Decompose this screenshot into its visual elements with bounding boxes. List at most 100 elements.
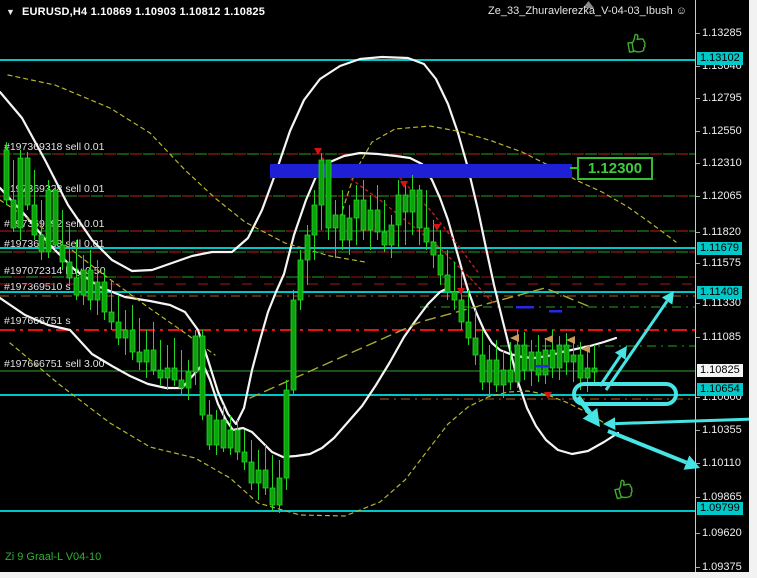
ea-indicator-label: Ze_33_Zhuravlerezka_V-04-03_Ibush ☺ xyxy=(488,5,687,17)
sell-signal-icon xyxy=(314,148,322,155)
order-label: #197369318 sell 0.01 xyxy=(4,141,105,153)
candle-body xyxy=(248,461,255,484)
signal-wedge-icon xyxy=(566,336,575,344)
candle-body xyxy=(591,367,598,373)
candle-body xyxy=(255,469,262,484)
axis-price-label: 1.12065 xyxy=(696,190,742,202)
candle-body xyxy=(108,311,115,323)
axis-price-label: 1.11330 xyxy=(696,297,741,309)
candle-body xyxy=(360,199,367,231)
candle-body xyxy=(388,224,395,246)
axis-price-label: 1.11679 xyxy=(697,242,742,255)
candle-body xyxy=(423,227,430,243)
candle-body xyxy=(395,194,402,226)
symbol-ohlc-title: EURUSD,H4 1.10869 1.10903 1.10812 1.1082… xyxy=(22,6,266,18)
candle-body xyxy=(178,379,185,389)
axis-price-label: 1.11085 xyxy=(696,331,741,343)
indicator-signature: Zi 9 Graal-L V04-10 xyxy=(5,551,102,563)
chart-titlebar: ▼ EURUSD,H4 1.10869 1.10903 1.10812 1.10… xyxy=(0,0,695,26)
sell-signal-icon xyxy=(433,224,441,231)
candle-body xyxy=(549,349,556,369)
trend-arrow-head[interactable] xyxy=(614,346,627,360)
price-axis[interactable]: 1.13285 1.13102 1.13040 1.12795 1.12550 1.123… xyxy=(695,0,750,573)
candle-body xyxy=(465,321,472,339)
candle-body xyxy=(374,209,381,233)
order-label: #197369510 s xyxy=(4,281,71,293)
axis-price-label: 1.13285 xyxy=(696,27,742,39)
blue-dash-marker xyxy=(516,306,534,309)
axis-price-label: 1.10355 xyxy=(696,424,742,436)
candle-body xyxy=(451,291,458,301)
candle-body xyxy=(199,335,206,416)
candle-body xyxy=(206,414,213,446)
candle-body xyxy=(577,354,584,379)
trend-arrow-head[interactable] xyxy=(661,291,674,305)
sell-signal-icon xyxy=(544,392,552,399)
trendline-red-dotted-1 xyxy=(321,157,496,306)
candle-body xyxy=(185,371,192,389)
candle-body xyxy=(521,344,528,371)
candle-body xyxy=(444,274,451,293)
candle-body xyxy=(528,351,535,371)
signal-wedge-icon xyxy=(581,345,590,353)
candle-body xyxy=(262,469,269,489)
candle-body xyxy=(318,159,325,206)
candle-body xyxy=(241,451,248,463)
candle-body xyxy=(171,367,178,381)
axis-price-label: 1.10110 xyxy=(696,457,741,469)
sell-signal-icon xyxy=(457,288,465,295)
candle-body xyxy=(332,214,339,229)
candle-body xyxy=(73,277,80,296)
candle-body xyxy=(437,254,444,276)
candle-body xyxy=(381,231,388,246)
band-yellow-dome xyxy=(339,125,677,243)
candle-body xyxy=(143,349,150,363)
axis-price-label: 1.12310 xyxy=(696,157,742,169)
candlestick-series xyxy=(3,142,598,513)
axis-price-label: 1.11820 xyxy=(696,226,741,238)
axis-price-label: 1.09799 xyxy=(697,502,743,515)
candle-body xyxy=(234,429,241,453)
trend-arrow[interactable] xyxy=(607,429,688,465)
thumbs-up-icon xyxy=(614,479,633,500)
candle-body xyxy=(535,351,542,376)
axis-price-label: 1.13102 xyxy=(697,52,743,65)
trend-arrow[interactable] xyxy=(604,300,669,391)
candle-body xyxy=(507,369,514,383)
price-level-tag[interactable]: 1.12300 xyxy=(571,157,653,180)
candle-body xyxy=(563,344,570,363)
thumbs-up-icon xyxy=(627,33,646,53)
candle-body xyxy=(24,157,31,206)
trend-arrow[interactable] xyxy=(575,395,592,415)
axis-price-label: 1.11575 xyxy=(696,257,741,269)
highlight-oval[interactable] xyxy=(572,382,678,406)
trend-arrow[interactable] xyxy=(598,355,622,387)
band-yellow-upper-left xyxy=(7,74,366,263)
candle-body xyxy=(227,429,234,449)
trend-arrow-head[interactable] xyxy=(603,417,616,430)
candle-body xyxy=(514,344,521,383)
resistance-zone-rect[interactable] xyxy=(270,164,572,178)
candle-body xyxy=(353,199,360,219)
window-frame-right xyxy=(749,0,757,578)
candle-body xyxy=(164,367,171,379)
candle-body xyxy=(570,354,577,363)
symbol-dropdown-icon[interactable]: ▼ xyxy=(6,7,15,17)
trend-arrow-head[interactable] xyxy=(582,407,600,427)
candle-body xyxy=(556,344,563,369)
candle-body xyxy=(269,487,276,506)
candle-body xyxy=(122,329,129,339)
candle-body xyxy=(115,321,122,339)
candle-body xyxy=(409,189,416,213)
candle-body xyxy=(472,337,479,356)
candle-body xyxy=(402,194,409,213)
axis-price-label: 1.09865 xyxy=(696,491,742,503)
signal-wedge-icon xyxy=(544,335,553,343)
band-lower-white xyxy=(0,286,450,459)
candle-body xyxy=(479,354,486,383)
candle-body xyxy=(290,299,297,391)
axis-price-label: 1.10825 xyxy=(697,364,743,377)
trendline-yellow-dashed xyxy=(249,287,589,399)
axis-price-label: 1.11408 xyxy=(697,286,742,299)
